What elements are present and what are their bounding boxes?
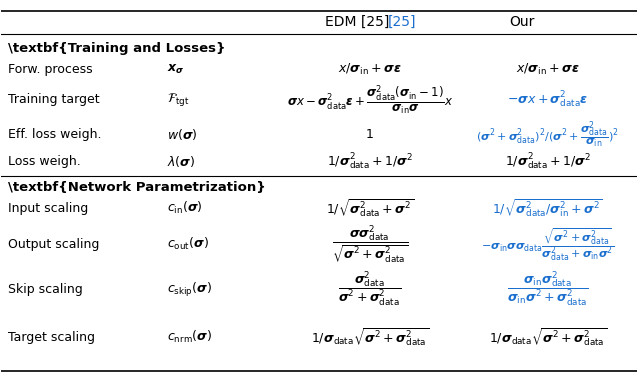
Text: $1/\boldsymbol{\sigma}_{\mathrm{data}}\sqrt{\boldsymbol{\sigma}^2 + \boldsymbol{: $1/\boldsymbol{\sigma}_{\mathrm{data}}\s… <box>489 326 607 348</box>
Text: $1/\sqrt{\boldsymbol{\sigma}^2_{\mathrm{data}}/\boldsymbol{\sigma}^2_{\mathrm{in: $1/\sqrt{\boldsymbol{\sigma}^2_{\mathrm{… <box>492 197 603 219</box>
Text: $-\boldsymbol{\sigma}x + \boldsymbol{\sigma}^2_{\mathrm{data}}\boldsymbol{\epsil: $-\boldsymbol{\sigma}x + \boldsymbol{\si… <box>507 90 588 110</box>
Text: $c_{\mathrm{in}}(\boldsymbol{\sigma})$: $c_{\mathrm{in}}(\boldsymbol{\sigma})$ <box>166 200 202 216</box>
Text: $1/\sqrt{\boldsymbol{\sigma}^2_{\mathrm{data}} + \boldsymbol{\sigma}^2}$: $1/\sqrt{\boldsymbol{\sigma}^2_{\mathrm{… <box>326 197 414 219</box>
Text: Output scaling: Output scaling <box>8 238 99 251</box>
Text: EDM [25]: EDM [25] <box>325 15 389 29</box>
Text: Target scaling: Target scaling <box>8 330 95 343</box>
Text: $1/\boldsymbol{\sigma}^2_{\mathrm{data}} + 1/\boldsymbol{\sigma}^2$: $1/\boldsymbol{\sigma}^2_{\mathrm{data}}… <box>505 152 591 172</box>
Text: Skip scaling: Skip scaling <box>8 283 83 296</box>
Text: $x/\boldsymbol{\sigma}_{\mathrm{in}} + \boldsymbol{\sigma}\boldsymbol{\epsilon}$: $x/\boldsymbol{\sigma}_{\mathrm{in}} + \… <box>516 62 580 77</box>
Text: Our: Our <box>509 15 535 29</box>
Text: \textbf{Training and Losses}: \textbf{Training and Losses} <box>8 42 225 55</box>
Text: [25]: [25] <box>387 15 416 29</box>
Text: $\lambda(\boldsymbol{\sigma})$: $\lambda(\boldsymbol{\sigma})$ <box>166 154 195 169</box>
Text: $c_{\mathrm{out}}(\boldsymbol{\sigma})$: $c_{\mathrm{out}}(\boldsymbol{\sigma})$ <box>166 236 209 252</box>
Text: $c_{\mathrm{nrm}}(\boldsymbol{\sigma})$: $c_{\mathrm{nrm}}(\boldsymbol{\sigma})$ <box>166 329 212 345</box>
Text: $c_{\mathrm{skip}}(\boldsymbol{\sigma})$: $c_{\mathrm{skip}}(\boldsymbol{\sigma})$ <box>166 281 212 299</box>
Text: $\dfrac{\boldsymbol{\sigma}\boldsymbol{\sigma}^2_{\mathrm{data}}}{\sqrt{\boldsym: $\dfrac{\boldsymbol{\sigma}\boldsymbol{\… <box>332 223 408 265</box>
Text: $\boldsymbol{x}_{\boldsymbol{\sigma}}$: $\boldsymbol{x}_{\boldsymbol{\sigma}}$ <box>166 63 184 76</box>
Text: Training target: Training target <box>8 94 99 107</box>
Text: Forw. process: Forw. process <box>8 63 92 76</box>
Text: $\mathcal{F}_{\mathrm{tgt}}$: $\mathcal{F}_{\mathrm{tgt}}$ <box>166 91 189 108</box>
Text: $\dfrac{\boldsymbol{\sigma}^2_{\mathrm{data}}}{\boldsymbol{\sigma}^2+\boldsymbol: $\dfrac{\boldsymbol{\sigma}^2_{\mathrm{d… <box>339 270 401 309</box>
Text: $1/\boldsymbol{\sigma}_{\mathrm{data}}\sqrt{\boldsymbol{\sigma}^2 + \boldsymbol{: $1/\boldsymbol{\sigma}_{\mathrm{data}}\s… <box>311 326 429 348</box>
Text: $-\boldsymbol{\sigma}_{\mathrm{in}}\boldsymbol{\sigma}\boldsymbol{\sigma}_{\math: $-\boldsymbol{\sigma}_{\mathrm{in}}\bold… <box>481 226 614 262</box>
Text: Input scaling: Input scaling <box>8 202 88 215</box>
Text: $x/\boldsymbol{\sigma}_{\mathrm{in}} + \boldsymbol{\sigma}\boldsymbol{\epsilon}$: $x/\boldsymbol{\sigma}_{\mathrm{in}} + \… <box>338 62 402 77</box>
Text: Loss weigh.: Loss weigh. <box>8 155 81 168</box>
Text: Eff. loss weigh.: Eff. loss weigh. <box>8 128 101 141</box>
Text: $\boldsymbol{\sigma}x - \boldsymbol{\sigma}^2_{\mathrm{data}}\boldsymbol{\epsilo: $\boldsymbol{\sigma}x - \boldsymbol{\sig… <box>287 84 453 117</box>
Text: $\dfrac{\boldsymbol{\sigma}_{\mathrm{in}}\boldsymbol{\sigma}^2_{\mathrm{data}}}{: $\dfrac{\boldsymbol{\sigma}_{\mathrm{in}… <box>507 270 588 309</box>
Text: \textbf{Network Parametrization}: \textbf{Network Parametrization} <box>8 181 266 194</box>
Text: $w(\boldsymbol{\sigma})$: $w(\boldsymbol{\sigma})$ <box>166 126 197 142</box>
Text: $1/\boldsymbol{\sigma}^2_{\mathrm{data}} + 1/\boldsymbol{\sigma}^2$: $1/\boldsymbol{\sigma}^2_{\mathrm{data}}… <box>327 152 413 172</box>
Text: $(\boldsymbol{\sigma}^2+\boldsymbol{\sigma}^2_{\mathrm{data}})^2/(\boldsymbol{\s: $(\boldsymbol{\sigma}^2+\boldsymbol{\sig… <box>476 119 619 149</box>
Text: $1$: $1$ <box>365 128 374 141</box>
